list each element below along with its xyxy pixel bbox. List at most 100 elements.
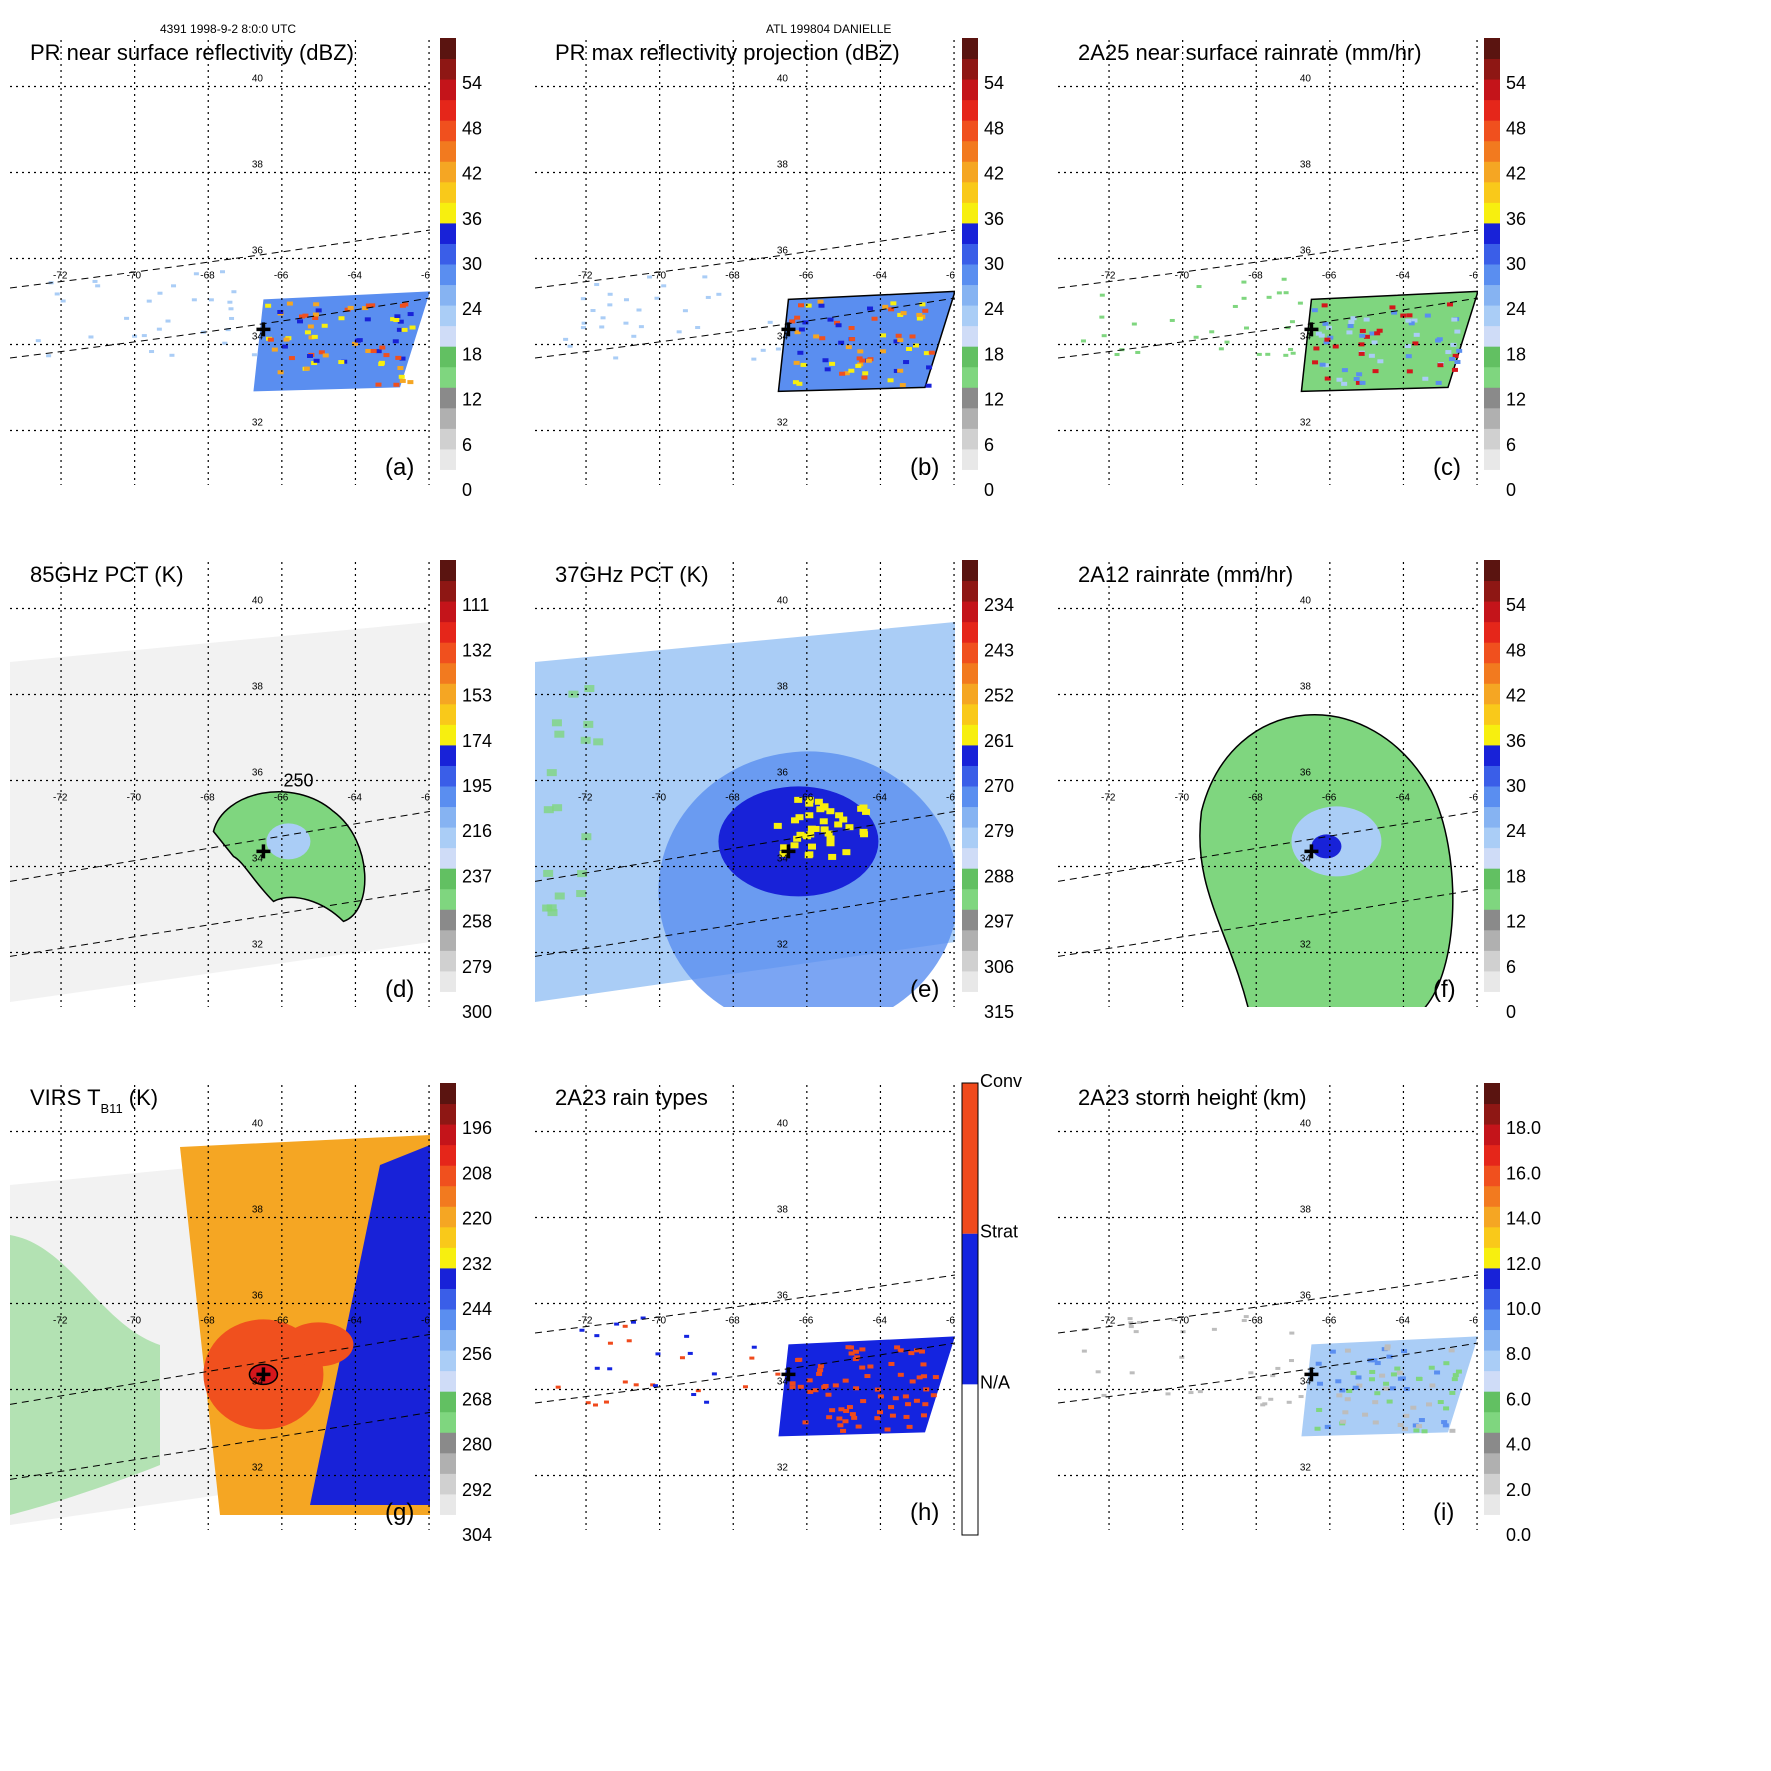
storm-center-e [781,844,796,859]
rain-pixel-h [848,1351,855,1356]
rain-pixel-b [798,303,805,308]
rain-pixel-i [1394,1366,1401,1371]
echo-pixel-c [1285,326,1291,330]
rain-pixel-h [816,1371,823,1376]
colorbar-tick-c: 36 [1506,209,1526,229]
colorbar-d: 300 279 258 237 216 195 174 153 132 111 [440,560,492,1022]
colorbar-seg-e [962,806,978,828]
lat-label-f: 38 [1300,682,1312,693]
rain-pixel-i [1449,1390,1456,1395]
colorbar-seg-f [1484,786,1500,808]
colorbar-seg-i [1484,1247,1500,1269]
rain-pixel-a [288,356,295,361]
rain-pixel-a [393,318,400,323]
lat-label-f: 40 [1300,596,1312,607]
rain-pixel-i [1452,1373,1459,1378]
echo-pixel-b [716,292,722,296]
rain-pixel-c [1406,369,1413,374]
lon-label-a: -64 [347,271,362,282]
rain-pixel-i [1336,1393,1343,1398]
colorbar-seg-b [962,325,978,347]
colorbar-seg-c [1484,79,1500,101]
rain-pixel-h [913,1398,920,1403]
echo-pixel-i [1211,1327,1217,1331]
echo-pixel-b [705,295,711,299]
pct37-cell-e [811,825,820,832]
rain-pixel-b [829,361,836,366]
rain-pixel-h [930,1393,937,1398]
rain-pixel-h [905,1402,912,1407]
lon-label-d: -64 [347,793,362,804]
rain-pixel-a [375,349,382,354]
rain-pixel-h [909,1379,916,1384]
echo-pixel-b [751,357,757,361]
rain-pixel-i [1386,1354,1393,1359]
rain-pixel-h [851,1415,858,1420]
rain-pixel-c [1376,328,1383,333]
lat-label-a: 38 [252,160,264,171]
colorbar-seg-a [440,325,456,347]
lat-label-c: 36 [1300,246,1312,257]
title-end-g: (K) [123,1085,158,1110]
colorbar-seg-b [962,202,978,224]
colorbar-seg-a [440,448,456,470]
colorbar-tick-f: 18 [1506,866,1526,886]
colorbar-tick-c: 18 [1506,344,1526,364]
rain-pixel-c [1436,337,1443,342]
panel-title-b: PR max reflectivity projection (dBZ) [555,40,900,65]
echo-pixel-b [676,330,682,334]
rain-pixel-b [890,301,897,306]
echo-pixel-h [684,1334,690,1338]
rain-pixel-c [1411,318,1418,323]
colorbar-tick-e: 306 [984,957,1014,977]
rain-pixel-c [1341,368,1348,373]
colorbar-seg-i [1484,1288,1500,1310]
colorbar-seg-c [1484,99,1500,121]
colorbar-seg-d [440,765,456,787]
rain-pixel-b [843,371,850,376]
echo-pixel-b [682,309,688,313]
colorbar-seg-h [962,1233,978,1385]
echo-pixel-a [88,335,94,339]
storm-center-g [256,1367,271,1382]
rain-pixel-a [407,312,414,317]
rain-pixel-h [877,1394,884,1399]
rain-pixel-b [895,333,902,338]
colorbar-seg-e [962,560,978,582]
echo-pixel-i [1101,1393,1107,1397]
lat-label-d: 36 [252,768,264,779]
rain-pixel-i [1335,1379,1342,1384]
colorbar-tick-f: 24 [1506,821,1526,841]
lat-label-f: 36 [1300,768,1312,779]
panel-g-map: -72 -70 -68 -66 -64 -62 40 38 36 34 32 30 [10,1085,430,1530]
echo-pixel-c [1224,340,1230,344]
echo-pixel-c [1232,304,1238,308]
colorbar-seg-a [440,202,456,224]
echo-pixel-i [1288,1359,1294,1363]
rain-pixel-b [867,306,874,311]
colorbar-seg-i [1484,1083,1500,1105]
rain-pixel-h [894,1345,901,1350]
colorbar-tick-e: 234 [984,595,1014,615]
rain-pixel-b [900,311,907,316]
rain-pixel-i [1416,1377,1423,1382]
rain-pixel-c [1450,342,1457,347]
echo-pixel-b [607,303,613,307]
colorbar-tick-c: 12 [1506,390,1526,410]
colorbar-i: 0.0 2.0 4.0 6.0 8.0 10.0 12.0 14.0 16.0 18.0 [1484,1083,1541,1545]
colorbar-seg-c [1484,264,1500,286]
rain-pixel-b [796,381,803,386]
panel-label-a: (a) [385,454,414,481]
rain-pixel-a [313,302,320,307]
lat-label-a: 36 [252,246,264,257]
lat-label-e: 32 [777,940,789,951]
colorbar-seg-b [962,140,978,162]
colorbar-tick-d: 195 [462,776,492,796]
colorbar-e: 315 306 297 288 279 270 261 252 243 234 [962,560,1014,1022]
rain-pixel-a [271,347,278,352]
lon-label-h: -64 [872,1316,887,1327]
echo-pixel-c [1241,280,1247,284]
colorbar-seg-f [1484,683,1500,705]
colorbar-seg-f [1484,642,1500,664]
